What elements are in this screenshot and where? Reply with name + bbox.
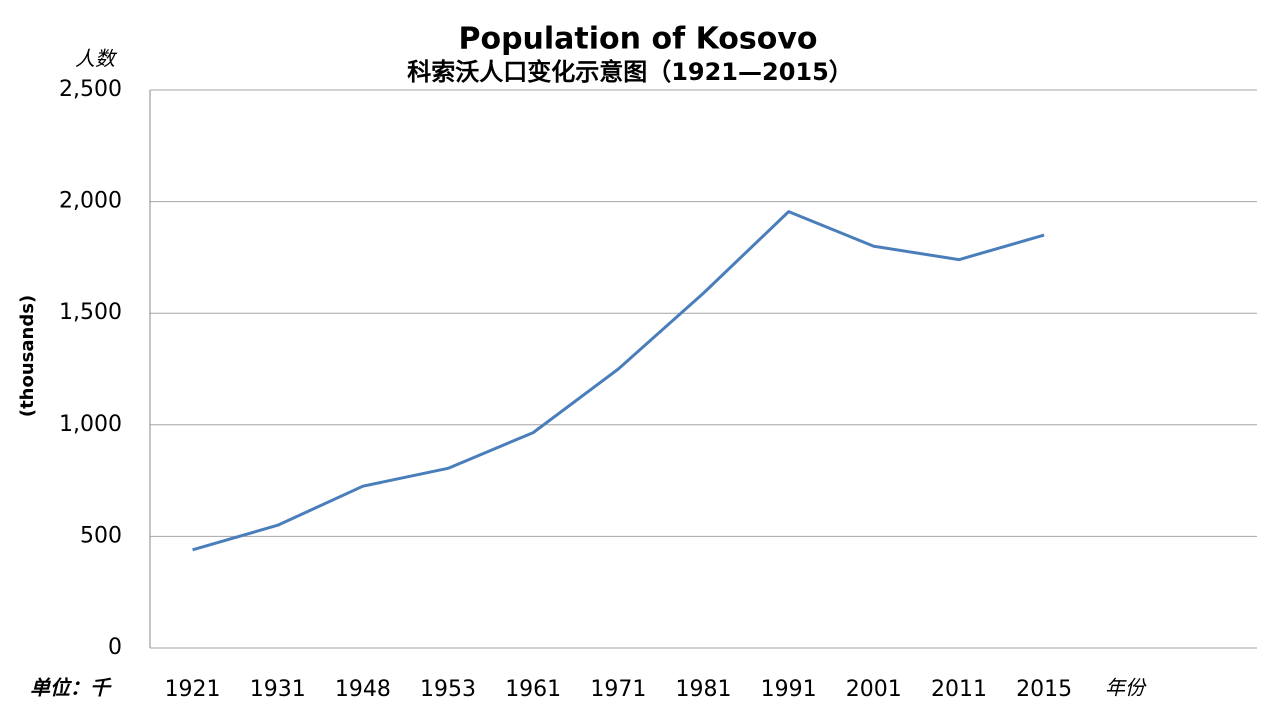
y-tick-label: 1,000 (59, 412, 122, 437)
y-tick-label: 500 (80, 523, 122, 548)
chart-subtitle: 科索沃人口变化示意图（1921—2015） (407, 58, 853, 86)
x-tick-label: 2015 (1016, 677, 1072, 702)
y-tick-label: 2,000 (59, 189, 122, 214)
y-tick-label: 2,500 (59, 77, 122, 102)
chart-title: Population of Kosovo (458, 22, 817, 57)
unit-annotation: 单位：千 (30, 676, 112, 700)
x-tick-label: 2001 (846, 677, 902, 702)
x-tick-label: 1921 (165, 677, 221, 702)
x-tick-label: 1991 (761, 677, 817, 702)
x-tick-label: 2011 (931, 677, 987, 702)
x-tick-label: 1953 (420, 677, 476, 702)
x-tick-label: 1981 (676, 677, 732, 702)
series-line (192, 210, 1045, 552)
x-tick-label: 1931 (250, 677, 306, 702)
x-tick-label: 1948 (335, 677, 391, 702)
y-axis-label: (thousands) (17, 295, 38, 417)
y-tick-label: 0 (108, 635, 122, 660)
x-tick-label: 1961 (505, 677, 561, 702)
x-annotation: 年份 (1105, 676, 1147, 700)
x-tick-label: 1971 (590, 677, 646, 702)
y-annotation: 人数 (75, 47, 118, 71)
y-tick-label: 1,500 (59, 300, 122, 325)
